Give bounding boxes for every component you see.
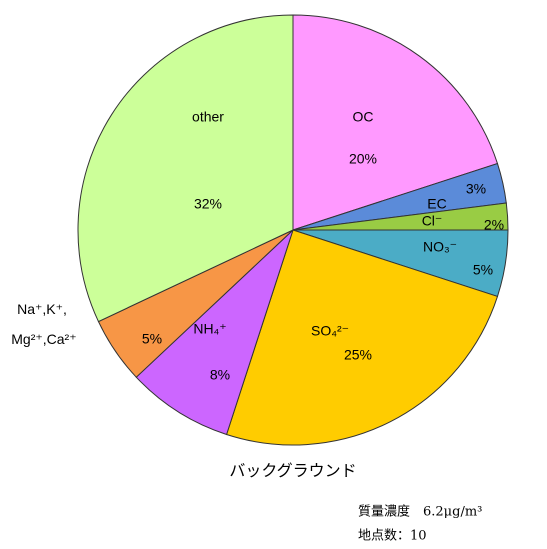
- annotation: 地点数：10: [358, 529, 427, 544]
- pie-slice: [77, 14, 294, 323]
- value-label: 2%: [484, 217, 504, 233]
- pie-slice: [225, 229, 499, 446]
- value-label: 25%: [344, 347, 372, 363]
- slice-label: EC: [427, 196, 446, 212]
- value-label: 3%: [466, 181, 486, 197]
- slice-label: Na⁺,K⁺, Mg²⁺,Ca²⁺: [7, 301, 76, 347]
- slice-label: Cl⁻: [422, 213, 443, 229]
- value-label: 20%: [349, 151, 377, 167]
- value-label: 5%: [473, 262, 493, 278]
- value-label: 8%: [210, 367, 230, 383]
- pie-slice: [135, 229, 294, 436]
- slice-label: OC: [353, 109, 374, 125]
- slice-label: other: [192, 109, 224, 125]
- chart-title: バックグラウンド: [229, 462, 356, 480]
- slice-label: NH₄⁺: [193, 321, 226, 337]
- value-label: 5%: [142, 331, 162, 347]
- annotation: 質量濃度 6.2μg/m³: [358, 504, 482, 520]
- pie-slice: [292, 14, 499, 231]
- slice-label: SO₄²⁻: [311, 323, 349, 339]
- slice-label: NO₃⁻: [423, 239, 457, 255]
- value-label: 32%: [194, 196, 222, 212]
